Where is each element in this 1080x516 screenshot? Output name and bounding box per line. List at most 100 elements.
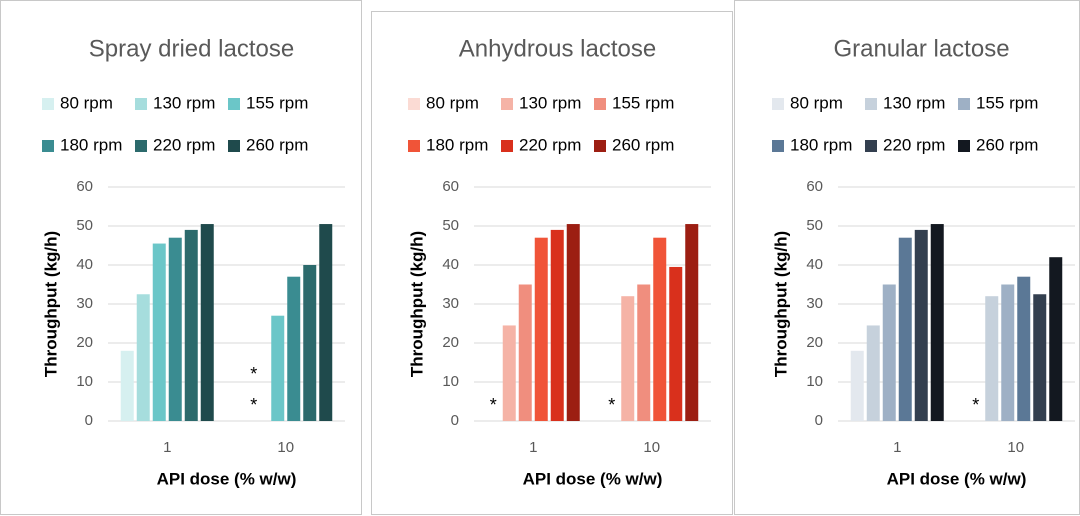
y-tick-label: 0 bbox=[85, 412, 93, 429]
chart-panel: Granular lactose 80 rpm 130 rpm 155 rpm 180 … bbox=[771, 35, 1075, 488]
bar bbox=[152, 243, 166, 421]
y-tick-label: 50 bbox=[806, 217, 823, 234]
bar bbox=[653, 237, 667, 421]
legend-swatch bbox=[408, 140, 420, 152]
x-tick-label: 1 bbox=[163, 439, 171, 456]
legend-label: 180 rpm bbox=[60, 135, 122, 154]
x-tick-label: 10 bbox=[277, 439, 294, 456]
y-tick-label: 50 bbox=[442, 217, 459, 234]
chart-panel: Anhydrous lactose 80 rpm 130 rpm 155 rpm 180… bbox=[407, 35, 711, 488]
legend-label: 80 rpm bbox=[426, 93, 479, 112]
legend-label: 155 rpm bbox=[612, 93, 674, 112]
bar bbox=[898, 237, 912, 421]
chart-title: Anhydrous lactose bbox=[459, 35, 656, 62]
legend-label: 80 rpm bbox=[790, 93, 843, 112]
x-tick-label: 1 bbox=[529, 439, 537, 456]
legend-label: 220 rpm bbox=[519, 135, 581, 154]
y-tick-label: 60 bbox=[806, 178, 823, 195]
chart-title: Granular lactose bbox=[833, 35, 1009, 62]
legend-label: 220 rpm bbox=[883, 135, 945, 154]
bar bbox=[1017, 276, 1031, 421]
y-tick-label: 50 bbox=[76, 217, 93, 234]
x-axis-label: API dose (% w/w) bbox=[887, 469, 1027, 488]
y-axis-label: Throughput (kg/h) bbox=[407, 231, 426, 377]
bar bbox=[621, 296, 635, 421]
bar bbox=[184, 229, 198, 421]
bar bbox=[136, 294, 150, 421]
chart-title: Spray dried lactose bbox=[89, 35, 294, 62]
bar bbox=[882, 284, 896, 421]
legend-label: 130 rpm bbox=[883, 93, 945, 112]
legend-swatch bbox=[865, 98, 877, 110]
missing-marker: * bbox=[250, 364, 257, 384]
legend-swatch bbox=[42, 98, 54, 110]
legend-label: 260 rpm bbox=[976, 135, 1038, 154]
y-tick-label: 40 bbox=[76, 256, 93, 273]
bar bbox=[200, 224, 214, 421]
bar bbox=[168, 237, 182, 421]
bar bbox=[850, 350, 864, 421]
y-tick-label: 60 bbox=[442, 178, 459, 195]
y-tick-label: 10 bbox=[442, 373, 459, 390]
legend-swatch bbox=[42, 140, 54, 152]
bar bbox=[550, 229, 564, 421]
x-axis-label: API dose (% w/w) bbox=[523, 469, 663, 488]
bar bbox=[669, 266, 683, 421]
bar bbox=[271, 315, 285, 421]
bar bbox=[930, 224, 944, 421]
bar bbox=[502, 325, 516, 421]
y-tick-label: 40 bbox=[806, 256, 823, 273]
bar bbox=[518, 284, 532, 421]
y-axis-label: Throughput (kg/h) bbox=[771, 231, 790, 377]
y-tick-label: 20 bbox=[442, 334, 459, 351]
legend-label: 260 rpm bbox=[612, 135, 674, 154]
legend-swatch bbox=[958, 98, 970, 110]
y-tick-label: 20 bbox=[76, 334, 93, 351]
legend-swatch bbox=[501, 140, 513, 152]
legend-label: 130 rpm bbox=[153, 93, 215, 112]
bar bbox=[303, 265, 317, 421]
missing-marker: * bbox=[250, 395, 257, 415]
legend-swatch bbox=[865, 140, 877, 152]
legend-label: 180 rpm bbox=[790, 135, 852, 154]
bar bbox=[985, 296, 999, 421]
y-tick-label: 10 bbox=[806, 373, 823, 390]
y-tick-label: 0 bbox=[815, 412, 823, 429]
bar bbox=[914, 229, 928, 421]
bar bbox=[534, 237, 548, 421]
bar bbox=[637, 284, 651, 421]
bar bbox=[566, 224, 580, 421]
bar bbox=[319, 224, 333, 421]
legend-swatch bbox=[772, 98, 784, 110]
legend-label: 80 rpm bbox=[60, 93, 113, 112]
y-tick-label: 30 bbox=[76, 295, 93, 312]
bar bbox=[1001, 284, 1015, 421]
x-tick-label: 1 bbox=[893, 439, 901, 456]
y-tick-label: 30 bbox=[806, 295, 823, 312]
legend-swatch bbox=[772, 140, 784, 152]
missing-marker: * bbox=[608, 395, 615, 415]
bar bbox=[685, 224, 699, 421]
y-tick-label: 20 bbox=[806, 334, 823, 351]
y-tick-label: 40 bbox=[442, 256, 459, 273]
legend-swatch bbox=[594, 140, 606, 152]
legend-label: 155 rpm bbox=[246, 93, 308, 112]
bar bbox=[866, 325, 880, 421]
y-axis-label: Throughput (kg/h) bbox=[41, 231, 60, 377]
x-tick-label: 10 bbox=[1007, 439, 1024, 456]
legend-label: 180 rpm bbox=[426, 135, 488, 154]
x-tick-label: 10 bbox=[643, 439, 660, 456]
legend-swatch bbox=[408, 98, 420, 110]
legend-swatch bbox=[228, 98, 240, 110]
y-tick-label: 30 bbox=[442, 295, 459, 312]
legend-swatch bbox=[135, 98, 147, 110]
bar bbox=[1033, 294, 1047, 421]
legend-swatch bbox=[501, 98, 513, 110]
y-tick-label: 0 bbox=[451, 412, 459, 429]
y-tick-label: 10 bbox=[76, 373, 93, 390]
bar bbox=[1049, 257, 1063, 421]
x-axis-label: API dose (% w/w) bbox=[157, 469, 297, 488]
legend-swatch bbox=[228, 140, 240, 152]
